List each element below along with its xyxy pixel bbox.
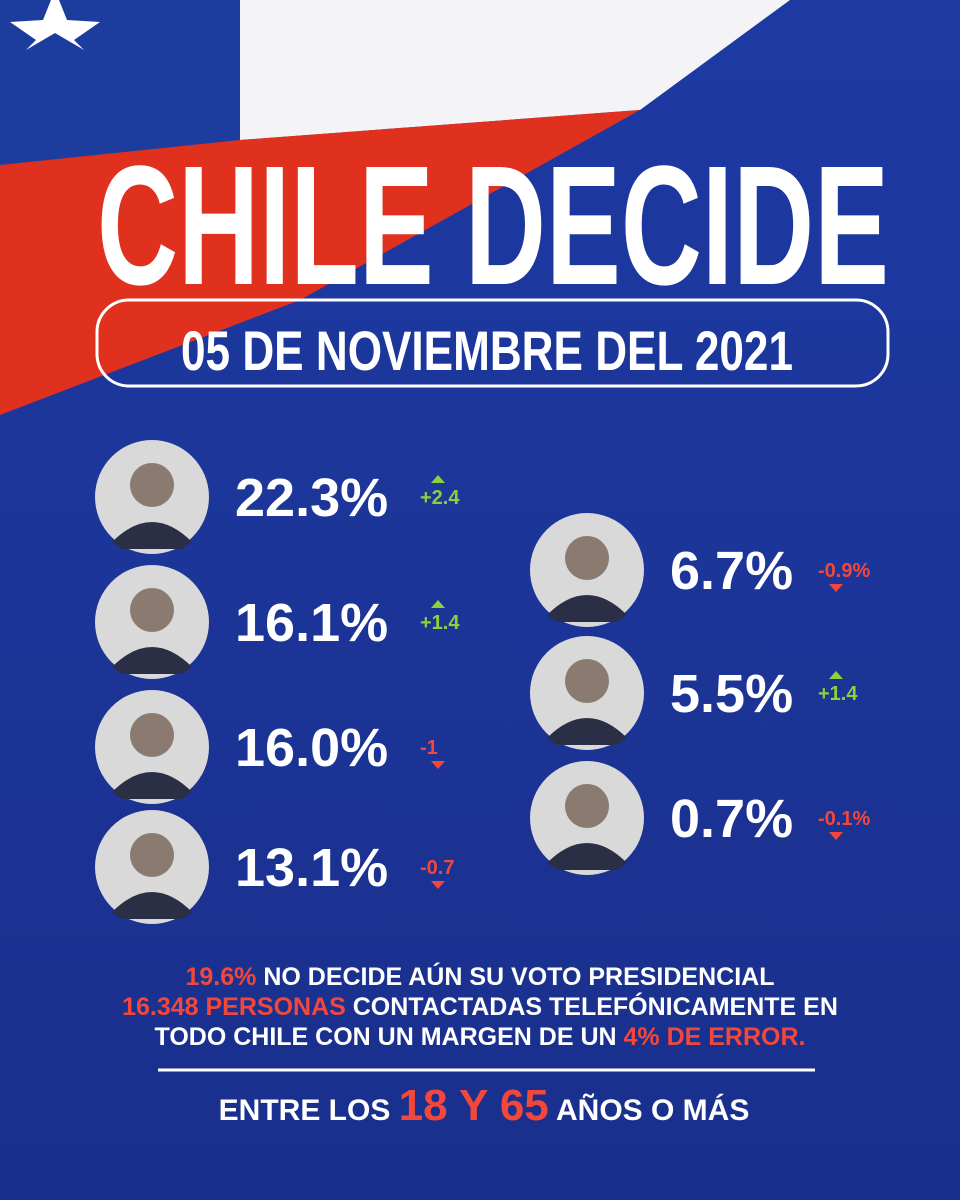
candidate: 6.7% -0.9%	[530, 513, 870, 627]
date-box	[95, 298, 890, 388]
trend-arrow	[829, 584, 843, 592]
footer-line: 16.348 PERSONAS CONTACTADAS TELEFÓNICAME…	[122, 991, 838, 1021]
title: CHILE DECIDE	[97, 131, 889, 321]
candidate: 16.1% +1.4	[95, 565, 460, 679]
footer-segment: NO DECIDE AÚN SU VOTO PRESIDENCIAL	[256, 961, 774, 991]
change: -0.7	[420, 857, 454, 879]
footer-segment: CONTACTADAS TELEFÓNICAMENTE EN	[346, 991, 838, 1021]
change: +1.4	[818, 683, 858, 705]
candidate: 5.5% +1.4	[530, 636, 858, 750]
age-segment: 18 Y 65	[399, 1081, 549, 1130]
photo-head	[565, 784, 609, 828]
change: +2.4	[420, 487, 460, 509]
photo-body	[547, 843, 627, 870]
photo-body	[112, 522, 192, 549]
age-segment: AÑOS O MÁS	[549, 1093, 750, 1127]
footer-segment: 16.348 PERSONAS	[122, 993, 346, 1021]
photo-body	[112, 892, 192, 919]
trend-arrow	[431, 761, 445, 769]
candidate: 13.1% -0.7	[95, 810, 454, 924]
photo-body	[547, 718, 627, 745]
percent: 16.0%	[235, 718, 388, 778]
photo-head	[130, 588, 174, 632]
photo-body	[112, 647, 192, 674]
flag-blue	[0, 0, 240, 165]
photo-head	[565, 659, 609, 703]
footer: 19.6% NO DECIDE AÚN SU VOTO PRESIDENCIAL…	[122, 961, 838, 1130]
flag-star	[10, 0, 100, 50]
photo-body	[112, 772, 192, 799]
footer-segment: TODO CHILE CON UN MARGEN DE UN	[155, 1023, 624, 1051]
photo-head	[130, 713, 174, 757]
trend-arrow	[431, 881, 445, 889]
candidate: 16.0% -1	[95, 690, 445, 804]
flag-white	[240, 0, 790, 140]
trend-arrow	[829, 671, 843, 679]
photo-head	[130, 463, 174, 507]
age-range: ENTRE LOS 18 Y 65 AÑOS O MÁS	[219, 1081, 750, 1130]
flag-red	[0, 110, 640, 415]
trend-arrow	[431, 600, 445, 608]
photo-body	[547, 595, 627, 622]
percent: 13.1%	[235, 838, 388, 898]
footer-segment: 4% DE ERROR.	[624, 1023, 806, 1051]
footer-segment: 19.6%	[185, 963, 256, 991]
change: -1	[420, 737, 438, 759]
photo-head	[565, 536, 609, 580]
change: -0.9%	[818, 560, 870, 582]
footer-line: TODO CHILE CON UN MARGEN DE UN 4% DE ERR…	[155, 1023, 806, 1051]
percent: 6.7%	[670, 541, 793, 601]
photo-head	[130, 833, 174, 877]
percent: 0.7%	[670, 789, 793, 849]
percent: 5.5%	[670, 664, 793, 724]
trend-arrow	[829, 832, 843, 840]
change: -0.1%	[818, 808, 870, 830]
candidates: 22.3% +2.4 16.1% +1.4 16.0% -1 13.1% -0.7 6.7% -0…	[95, 440, 870, 924]
change: +1.4	[420, 612, 460, 634]
trend-arrow	[431, 475, 445, 483]
candidate: 0.7% -0.1%	[530, 761, 870, 875]
percent: 22.3%	[235, 468, 388, 528]
percent: 16.1%	[235, 593, 388, 653]
candidate: 22.3% +2.4	[95, 440, 460, 554]
footer-line: 19.6% NO DECIDE AÚN SU VOTO PRESIDENCIAL	[185, 961, 774, 991]
age-segment: ENTRE LOS	[219, 1094, 399, 1127]
date: 05 DE NOVIEMBRE DEL 2021	[181, 319, 793, 382]
